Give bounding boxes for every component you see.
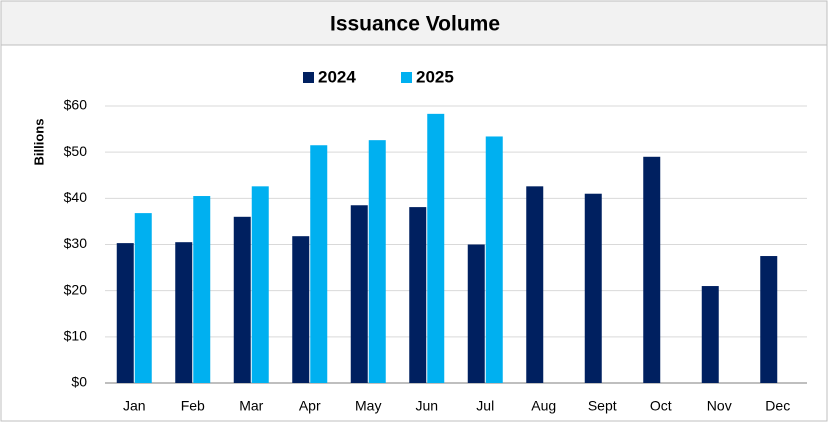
y-tick-label: $30 [64,235,88,251]
x-tick-label: Aug [531,398,556,414]
x-tick-label: Jul [476,398,494,414]
bar [485,136,503,383]
bar [310,145,328,383]
x-tick-label: Jun [415,398,438,414]
y-tick-label: $60 [64,97,88,113]
y-axis-label: Billions [31,119,46,166]
bar [701,286,719,383]
x-tick-label: Dec [765,398,790,414]
legend-swatch [303,72,314,83]
bar [134,213,152,383]
legend-label: 2024 [318,67,356,86]
y-tick-label: $50 [64,143,88,159]
bar [175,242,193,383]
bar [292,236,310,383]
bar [526,186,544,383]
bar [193,196,211,383]
bar [643,156,661,383]
x-tick-label: May [355,398,381,414]
bar [350,205,368,383]
bar [427,113,445,384]
chart-title: Issuance Volume [330,13,500,36]
y-tick-label: $20 [64,281,88,297]
bar [233,216,251,383]
title-bar [0,0,828,46]
x-tick-label: Mar [239,398,263,414]
legend-swatch [401,72,412,83]
y-tick-label: $40 [64,189,88,205]
y-tick-label: $10 [64,328,88,344]
x-tick-label: Jan [123,398,146,414]
bar [116,243,134,383]
x-tick-label: Feb [181,398,205,414]
bar [467,244,485,383]
y-tick-label: $0 [71,374,87,390]
bar [760,256,778,383]
bar [251,186,269,383]
bar [409,207,427,383]
x-tick-label: Apr [299,398,321,414]
x-tick-label: Sept [588,398,617,414]
legend-label: 2025 [416,67,454,86]
x-tick-label: Nov [707,398,732,414]
bar [584,193,602,383]
bar [368,140,386,383]
x-tick-label: Oct [650,398,672,414]
